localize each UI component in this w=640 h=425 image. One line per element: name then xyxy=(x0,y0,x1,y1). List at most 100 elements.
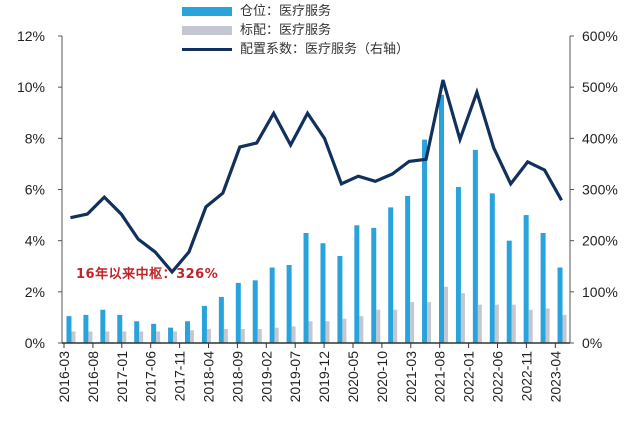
bar-position xyxy=(117,314,123,343)
legend-label-position: 仓位：医疗服务 xyxy=(240,4,332,19)
x-tick-label: 2022-01 xyxy=(461,351,477,403)
legend-swatch-position xyxy=(182,7,232,16)
x-tick-label: 2020-10 xyxy=(374,351,390,403)
bar-benchmark xyxy=(325,321,330,343)
bar-benchmark xyxy=(105,331,110,343)
y-right-tick-label: 600% xyxy=(582,28,618,44)
bar-benchmark xyxy=(257,328,262,343)
bar-benchmark xyxy=(444,286,448,343)
bar-benchmark xyxy=(477,304,482,343)
legend-label-ratio: 配置系数：医疗服务（右轴） xyxy=(240,42,410,57)
bar-benchmark xyxy=(545,308,550,343)
bar-position xyxy=(252,280,258,343)
x-tick-label: 2022-06 xyxy=(490,351,506,403)
x-tick-label: 2019-12 xyxy=(316,351,332,403)
y-left-tick-label: 8% xyxy=(25,130,45,146)
bar-position xyxy=(235,282,241,343)
x-tick-label: 2019-02 xyxy=(258,351,274,403)
bar-position xyxy=(371,227,377,343)
bar-benchmark xyxy=(511,304,516,343)
bar-position xyxy=(405,195,411,343)
bar-benchmark xyxy=(291,326,296,343)
bar-position xyxy=(557,267,563,343)
bar-position xyxy=(303,232,309,343)
x-tick-label: 2017-11 xyxy=(172,351,188,402)
legend-item-benchmark: 标配：医疗服务 xyxy=(182,21,409,40)
line-ratio xyxy=(70,79,563,275)
bar-benchmark xyxy=(156,331,161,343)
legend-swatch-ratio xyxy=(182,48,232,51)
bar-benchmark xyxy=(376,309,381,343)
bar-position xyxy=(455,186,461,343)
y-right-tick-label: 0% xyxy=(582,335,602,351)
x-tick-label: 2018-09 xyxy=(229,351,245,403)
legend-swatch-benchmark xyxy=(182,26,232,35)
bar-position xyxy=(472,149,478,343)
annotation-median: 16年以来中枢：326% xyxy=(76,267,219,282)
x-tick-label: 2019-07 xyxy=(287,351,303,403)
bar-position xyxy=(185,321,190,343)
y-right-tick-label: 500% xyxy=(582,79,618,95)
y-right-tick-label: 100% xyxy=(582,284,618,300)
x-tick-label: 2016-03 xyxy=(56,351,72,403)
bar-position xyxy=(134,321,140,343)
bar-position xyxy=(168,327,174,343)
bar-benchmark xyxy=(190,330,194,343)
bar-position xyxy=(523,215,529,343)
bar-benchmark xyxy=(342,318,347,343)
bar-position xyxy=(66,316,72,343)
bar-position xyxy=(506,240,512,343)
legend: 仓位：医疗服务 标配：医疗服务 配置系数：医疗服务（右轴） xyxy=(182,2,409,59)
bar-position xyxy=(354,225,360,343)
x-tick-label: 2021-08 xyxy=(432,351,448,403)
x-tick-label: 2017-01 xyxy=(114,351,130,403)
bar-position xyxy=(201,305,207,343)
bar-benchmark xyxy=(274,327,279,343)
y-right-tick-label: 300% xyxy=(582,182,618,198)
bar-position xyxy=(489,193,495,343)
bar-benchmark xyxy=(88,331,93,343)
bar-benchmark xyxy=(223,328,228,343)
x-tick-label: 2016-08 xyxy=(85,351,101,403)
bar-benchmark xyxy=(139,331,144,343)
bar-benchmark xyxy=(460,293,465,343)
y-left-tick-label: 4% xyxy=(25,233,45,249)
x-tick-label: 2021-03 xyxy=(403,351,419,403)
legend-item-position: 仓位：医疗服务 xyxy=(182,2,409,21)
bar-benchmark xyxy=(240,328,245,343)
x-tick-label: 2022-11 xyxy=(518,351,534,402)
bar-benchmark xyxy=(410,302,415,343)
bar-position xyxy=(388,207,394,343)
bar-position xyxy=(540,232,546,343)
x-tick-label: 2023-04 xyxy=(547,351,563,403)
y-left-tick-label: 6% xyxy=(25,182,45,198)
bar-benchmark xyxy=(528,309,533,343)
legend-item-ratio: 配置系数：医疗服务（右轴） xyxy=(182,40,409,59)
bar-position xyxy=(218,296,224,343)
bar-position xyxy=(422,139,428,343)
bar-benchmark xyxy=(71,331,76,343)
bar-benchmark xyxy=(206,328,211,343)
bar-position xyxy=(151,323,157,343)
y-left-tick-label: 0% xyxy=(25,335,45,351)
x-tick-label: 2020-05 xyxy=(345,351,361,403)
y-right-tick-label: 400% xyxy=(582,130,618,146)
bar-benchmark xyxy=(393,309,398,343)
bar-position xyxy=(100,309,106,343)
bar-position xyxy=(83,314,89,343)
bar-benchmark xyxy=(122,331,127,343)
legend-label-benchmark: 标配：医疗服务 xyxy=(240,23,332,38)
bar-position xyxy=(286,264,292,343)
y-left-tick-label: 2% xyxy=(25,284,45,300)
bar-benchmark xyxy=(562,314,567,343)
bar-benchmark xyxy=(308,321,313,343)
y-left-tick-label: 12% xyxy=(17,28,45,44)
bar-benchmark xyxy=(494,304,499,343)
y-left-tick-label: 10% xyxy=(17,79,45,95)
bar-benchmark xyxy=(173,331,178,343)
bar-position xyxy=(320,243,326,343)
bar-position xyxy=(337,256,343,343)
bar-position xyxy=(439,94,444,343)
